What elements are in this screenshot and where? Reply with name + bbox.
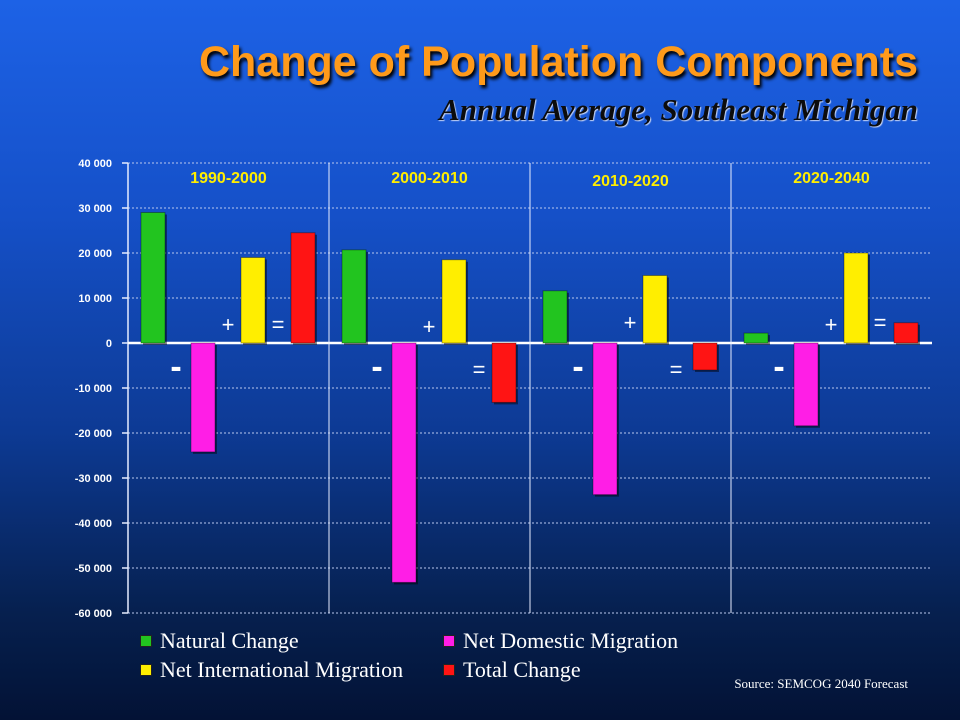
bar: [592, 342, 618, 496]
legend-item-natural-change: Natural Change: [140, 628, 299, 654]
category-label: 2010-2020: [592, 173, 669, 190]
plus-sign: +: [624, 310, 637, 335]
minus-sign: -: [170, 348, 181, 386]
y-tick-label: -20 000: [75, 428, 112, 440]
y-tick-label: -40 000: [75, 518, 112, 530]
bar: [240, 257, 266, 344]
y-axis-ticks: 40 000 30 000 20 000 10 000 0 -10 000 -20 000 -…: [75, 158, 112, 620]
grid-lines: [122, 162, 932, 614]
legend-swatch: [140, 635, 152, 647]
bar: [441, 259, 467, 344]
plus-sign: +: [423, 314, 436, 339]
bar: [893, 322, 919, 344]
bar: [542, 290, 568, 344]
source-note: Source: SEMCOG 2040 Forecast: [734, 676, 908, 691]
bar: [491, 342, 517, 403]
legend-item-total-change: Total Change: [443, 657, 581, 683]
bar: [190, 342, 216, 453]
chart-subtitle: Annual Average, Southeast Michigan: [439, 92, 918, 127]
bar: [341, 249, 367, 344]
bar: [290, 232, 316, 344]
minus-sign: -: [371, 348, 382, 386]
bar: [692, 342, 718, 371]
plus-sign: +: [825, 312, 838, 337]
equals-sign: =: [874, 310, 887, 335]
equals-sign: =: [670, 357, 683, 382]
legend-item-net-international-migration: Net International Migration: [140, 657, 403, 683]
category-label: 1990-2000: [190, 170, 267, 187]
bar: [743, 332, 769, 344]
legend-label: Net International Migration: [160, 657, 404, 682]
bars: [140, 212, 920, 585]
category-label: 2000-2010: [391, 170, 468, 187]
y-tick-label: -30 000: [75, 473, 112, 485]
bar: [391, 342, 417, 583]
equals-sign: =: [272, 312, 285, 337]
annotation-signs: - + = - + = - + = - + =: [170, 310, 886, 386]
y-tick-label: -10 000: [75, 383, 112, 395]
y-tick-label: 0: [106, 338, 112, 350]
plus-sign: +: [222, 312, 235, 337]
legend-label: Natural Change: [160, 628, 299, 653]
bar: [642, 275, 668, 344]
legend-label: Total Change: [463, 657, 581, 682]
minus-sign: -: [572, 348, 583, 386]
y-tick-label: 30 000: [78, 203, 112, 215]
legend-item-net-domestic-migration: Net Domestic Migration: [443, 628, 678, 654]
y-tick-label: 40 000: [78, 158, 112, 170]
bar: [793, 342, 819, 427]
y-tick-label: 20 000: [78, 248, 112, 260]
minus-sign: -: [773, 348, 784, 386]
category-labels: 1990-2000 2000-2010 2010-2020 2020-2040: [190, 170, 870, 190]
y-tick-label: 10 000: [78, 293, 112, 305]
legend-swatch: [443, 664, 455, 676]
legend-label: Net Domestic Migration: [463, 628, 679, 653]
chart-title: Change of Population Components: [198, 38, 918, 86]
y-tick-label: -50 000: [75, 563, 112, 575]
y-tick-label: -60 000: [75, 608, 112, 620]
legend-swatch: [443, 635, 455, 647]
equals-sign: =: [473, 357, 486, 382]
bar: [843, 252, 869, 344]
legend-swatch: [140, 664, 152, 676]
bar: [140, 212, 166, 344]
category-label: 2020-2040: [793, 170, 870, 187]
